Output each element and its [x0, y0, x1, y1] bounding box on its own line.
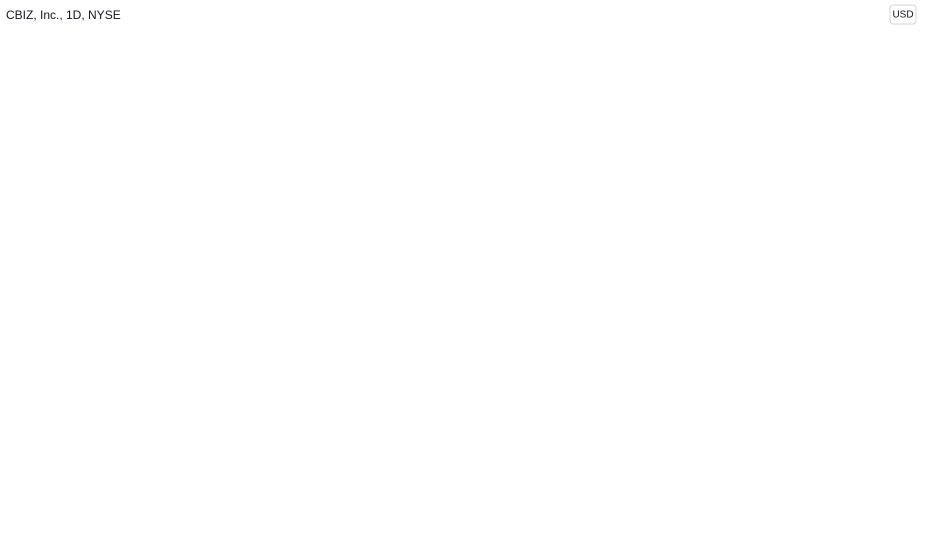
chart-title: CBIZ, Inc., 1D, NYSE [6, 8, 121, 22]
currency-button[interactable] [889, 4, 917, 25]
currency-label[interactable]: USD [892, 10, 913, 21]
